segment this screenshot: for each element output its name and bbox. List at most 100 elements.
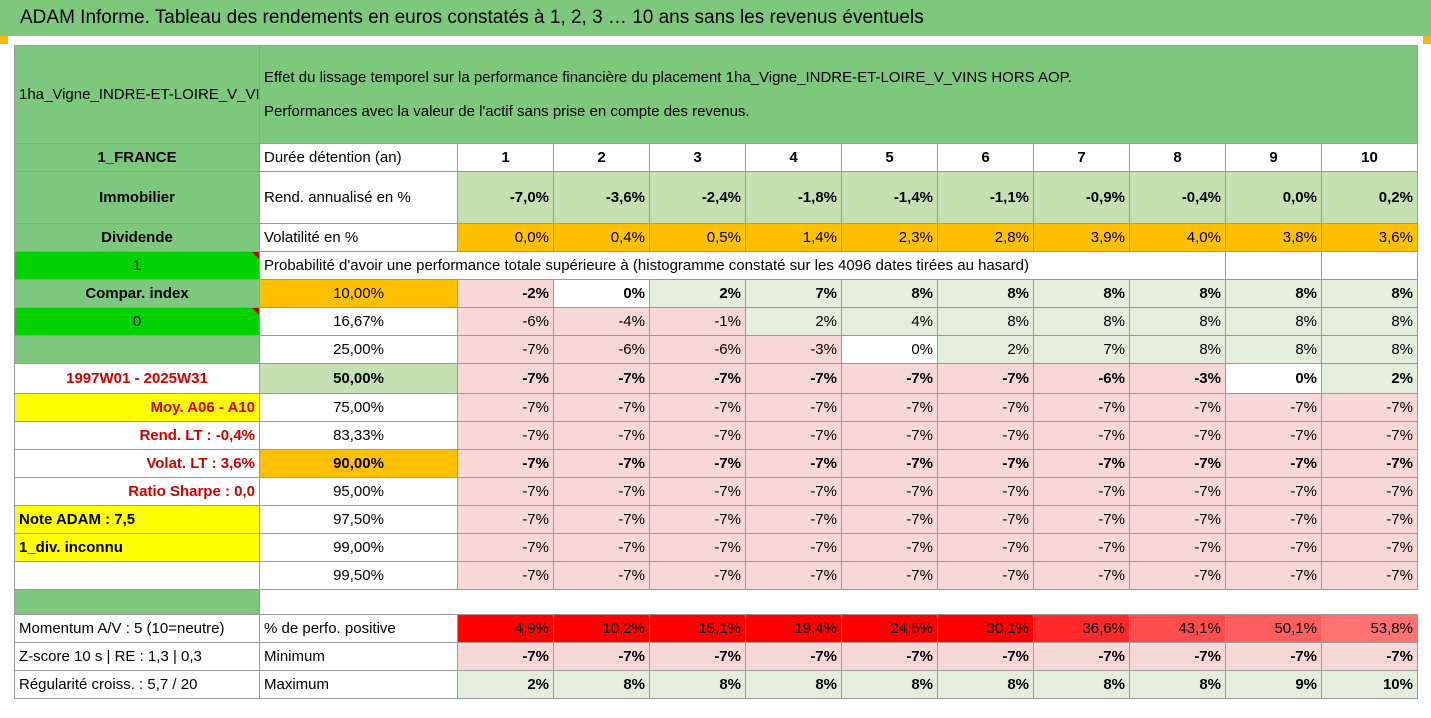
prob-value: -2% <box>457 279 554 308</box>
prob-value: -7% <box>937 449 1034 478</box>
maximum-value: 8% <box>841 670 938 699</box>
rend-value: -3,6% <box>553 171 650 224</box>
prob-value: -3% <box>745 335 842 364</box>
momentum-label: Momentum A/V : 5 (10=neutre) <box>14 614 260 643</box>
percentile-label: 50,00% <box>259 363 458 394</box>
prob-value: 8% <box>1321 307 1418 336</box>
perf-pos-value: 50,1% <box>1225 614 1322 643</box>
spacer-cell <box>14 589 260 615</box>
volat-lt: Volat. LT : 3,6% <box>14 449 260 478</box>
prob-value: -7% <box>745 449 842 478</box>
prob-value: -7% <box>649 421 746 450</box>
prob-value: -7% <box>1225 561 1322 590</box>
description-line2: Performances avec la valeur de l'actif s… <box>264 102 750 120</box>
table-row: Rend. LT : -0,4% 83,33% -7% -7% -7% -7% -7% -7%… <box>14 421 1418 450</box>
prob-value: -7% <box>553 363 650 394</box>
rend-value: 0,0% <box>1225 171 1322 224</box>
prob-value: -7% <box>649 363 746 394</box>
report-title: ADAM Informe. Tableau des rendements en … <box>0 0 1431 36</box>
table-row: Z-score 10 s | RE : 1,3 | 0,3 Minimum -7% -… <box>14 642 1418 671</box>
prob-value: -7% <box>1033 561 1130 590</box>
prob-value: -7% <box>1321 449 1418 478</box>
table-row: Compar. index 10,00% -2% 0% 2% 7% 8% 8% 8% 8% 8% 8% <box>14 279 1418 308</box>
table-row: Momentum A/V : 5 (10=neutre)% de perfo. … <box>14 614 1418 643</box>
minimum-label: Minimum <box>259 642 458 671</box>
year-header: 10 <box>1321 143 1418 172</box>
prob-value: -7% <box>457 533 554 562</box>
prob-value: -4% <box>553 307 650 336</box>
vol-value: 2,8% <box>937 223 1034 252</box>
prob-value: -7% <box>1129 449 1226 478</box>
minimum-value: -7% <box>1321 642 1418 671</box>
prob-value: -7% <box>745 533 842 562</box>
country-label: 1_FRANCE <box>14 143 260 172</box>
table-row: 1_div. inconnu 99,00% -7% -7% -7% -7% -7% -7% -7… <box>14 533 1418 562</box>
percentile-label: 83,33% <box>259 421 458 450</box>
perf-pos-value: 15,1% <box>649 614 746 643</box>
perf-pos-value: 10,2% <box>553 614 650 643</box>
prob-value: -6% <box>553 335 650 364</box>
maximum-value: 8% <box>1129 670 1226 699</box>
prob-value: -7% <box>937 561 1034 590</box>
year-header: 3 <box>649 143 746 172</box>
description-line1: Effet du lissage temporel sur la perform… <box>264 68 1072 86</box>
rend-value: 0,2% <box>1321 171 1418 224</box>
table-row: Régularité croiss. : 5,7 / 20 Maximum 2% 8%… <box>14 670 1418 699</box>
prob-value: 0% <box>553 279 650 308</box>
minimum-value: -7% <box>457 642 554 671</box>
prob-value: -6% <box>649 335 746 364</box>
prob-value: -7% <box>841 421 938 450</box>
prob-value: -7% <box>1321 505 1418 534</box>
prob-value: 8% <box>937 279 1034 308</box>
percentile-label: 25,00% <box>259 335 458 364</box>
minimum-value: -7% <box>1225 642 1322 671</box>
table-row: Ratio Sharpe : 0,0 95,00% -7% -7% -7% -7% -7% -… <box>14 477 1418 506</box>
perf-pos-value: 19,4% <box>745 614 842 643</box>
prob-value: -7% <box>457 393 554 422</box>
blank-cell <box>1225 251 1322 280</box>
prob-value: 8% <box>1033 307 1130 336</box>
perf-pos-value: 43,1% <box>1129 614 1226 643</box>
prob-value: 8% <box>1129 307 1226 336</box>
table-row: 0 16,67% -6% -4% -1% 2% 4% 8% 8% 8% 8% 8% <box>14 307 1418 336</box>
prob-value: -7% <box>841 477 938 506</box>
prob-value: -7% <box>1033 449 1130 478</box>
compar-label: Compar. index <box>14 279 260 308</box>
rend-value: -1,1% <box>937 171 1034 224</box>
minimum-value: -7% <box>841 642 938 671</box>
rend-value: -7,0% <box>457 171 554 224</box>
prob-value: -7% <box>1321 421 1418 450</box>
maximum-value: 8% <box>553 670 650 699</box>
table-row: Moy. A06 - A10 75,00% -7% -7% -7% -7% -7% -7% -7… <box>14 393 1418 422</box>
div-info: 1_div. inconnu <box>14 533 260 562</box>
prob-value: -7% <box>457 505 554 534</box>
prob-value: -7% <box>841 363 938 394</box>
vol-value: 3,6% <box>1321 223 1418 252</box>
perf-pos-label: % de perfo. positive <box>259 614 458 643</box>
table-row: 1 Probabilité d'avoir une performance tot… <box>14 251 1418 280</box>
prob-value: -7% <box>841 561 938 590</box>
percentile-label: 90,00% <box>259 449 458 478</box>
prob-value: -7% <box>649 505 746 534</box>
percentile-label: 99,50% <box>259 561 458 590</box>
prob-value: -7% <box>457 477 554 506</box>
prob-value: -7% <box>1129 533 1226 562</box>
rend-label: Rend. annualisé en % <box>259 171 458 224</box>
percentile-label: 99,00% <box>259 533 458 562</box>
perf-pos-value: 36,6% <box>1033 614 1130 643</box>
prob-value: -7% <box>649 393 746 422</box>
prob-value: -7% <box>1033 533 1130 562</box>
percentile-label: 95,00% <box>259 477 458 506</box>
prob-value: -7% <box>1033 421 1130 450</box>
prob-value: -7% <box>457 363 554 394</box>
table-row: 99,50% -7% -7% -7% -7% -7% -7% -7% -7% -7% -7% <box>14 561 1418 590</box>
maximum-value: 9% <box>1225 670 1322 699</box>
minimum-value: -7% <box>937 642 1034 671</box>
prob-value: -7% <box>1321 561 1418 590</box>
prob-value: -6% <box>1033 363 1130 394</box>
perf-pos-value: 24,5% <box>841 614 938 643</box>
prob-value: 8% <box>1225 279 1322 308</box>
table-row: 1_FRANCE Durée détention (an) 1 2 3 4 5 6 7 8 9 10 <box>14 143 1418 172</box>
year-header: 1 <box>457 143 554 172</box>
prob-value: -7% <box>457 421 554 450</box>
